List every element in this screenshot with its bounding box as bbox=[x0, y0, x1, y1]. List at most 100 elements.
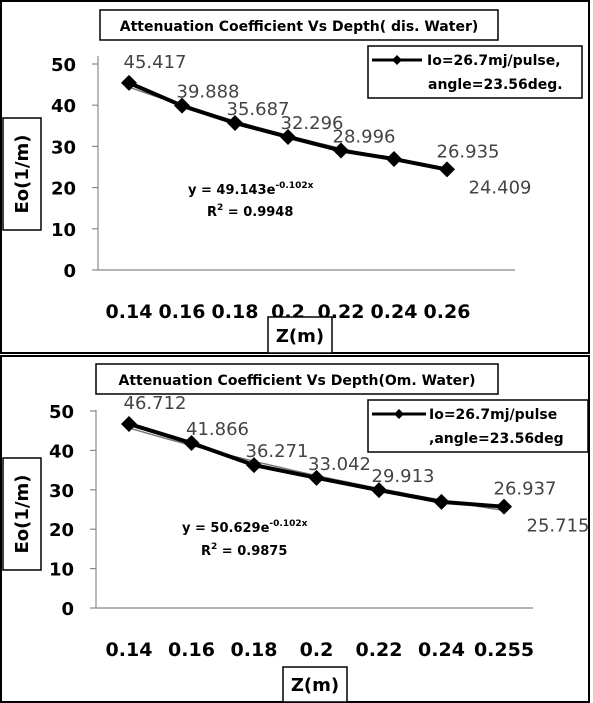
chart-top-y-tick-label: 40 bbox=[51, 96, 76, 117]
chart-bottom-x-tick-label: 0.14 bbox=[106, 639, 153, 661]
chart-bottom-y-axis-title: Eo(1/m) bbox=[12, 475, 33, 554]
chart-bottom-data-label: 25.715 bbox=[527, 516, 590, 537]
chart-top-x-tick-label: 0.16 bbox=[159, 301, 206, 323]
chart-top-data-label: 28.996 bbox=[333, 127, 396, 148]
chart-top-y-tick-label: 30 bbox=[51, 137, 76, 158]
chart-bottom-x-ticks: 0.14 0.16 0.18 0.2 0.22 0.24 0.255 bbox=[106, 639, 535, 661]
chart-top-y-tick-label: 20 bbox=[51, 179, 76, 200]
chart-bottom-data-label: 36.271 bbox=[246, 441, 309, 462]
chart-bottom: Attenuation Coefficient Vs Depth(Om. Wat… bbox=[0, 355, 590, 703]
chart-bottom-data-label: 33.042 bbox=[308, 454, 371, 475]
chart-top-legend-box bbox=[367, 45, 583, 99]
chart-bottom-legend-marker bbox=[394, 409, 404, 419]
chart-bottom-data-point bbox=[433, 493, 450, 510]
chart-top-data-point bbox=[121, 74, 137, 91]
chart-bottom-y-tick-label: 30 bbox=[49, 481, 74, 502]
chart-top-legend: Io=26.7mj/pulse, angle=23.56deg. bbox=[367, 45, 583, 99]
chart-top-data-point bbox=[280, 128, 296, 145]
chart-top-x-tick-label: 0.18 bbox=[212, 301, 259, 323]
chart-bottom-data-point bbox=[121, 415, 137, 432]
chart-bottom-x-tick-label: 0.255 bbox=[474, 639, 534, 661]
chart-bottom-legend: Io=26.7mj/pulse ,angle=23.56deg bbox=[367, 399, 589, 453]
chart-bottom-legend-box bbox=[367, 399, 589, 453]
chart-top-equation-base: y = 49.143e bbox=[188, 183, 276, 198]
chart-bottom-data-label: 26.937 bbox=[494, 479, 557, 500]
chart-bottom-r2-sup: 2 bbox=[211, 542, 217, 552]
chart-top-r2-value: = 0.9948 bbox=[223, 205, 293, 220]
chart-bottom-title-box bbox=[95, 363, 499, 395]
chart-bottom-x-tick-label: 0.18 bbox=[231, 639, 278, 661]
svg-text:y = 50.629e-0.102x: y = 50.629e-0.102x bbox=[182, 519, 308, 536]
chart-top-data-label: 45.417 bbox=[124, 52, 187, 73]
chart-top-y-tick-label: 10 bbox=[51, 220, 76, 241]
chart-top-data-point bbox=[439, 161, 455, 178]
chart-top-legend-line-1: Io=26.7mj/pulse, bbox=[427, 53, 561, 69]
chart-top-x-ticks: 0.14 0.16 0.18 0.2 0.22 0.24 0.26 bbox=[106, 301, 471, 323]
chart-bottom-equation-base: y = 50.629e bbox=[182, 521, 270, 536]
chart-top-r2-sup: 2 bbox=[217, 203, 223, 213]
chart-top-x-tick-label: 0.14 bbox=[106, 301, 153, 323]
chart-bottom-x-axis-title: Z(m) bbox=[291, 675, 339, 696]
chart-bottom-y-ticks: 0 10 20 30 40 50 bbox=[49, 402, 96, 620]
chart-bottom-x-tick-label: 0.2 bbox=[300, 639, 334, 661]
chart-bottom-data-point bbox=[308, 469, 325, 486]
chart-bottom-y-tick-label: 10 bbox=[49, 560, 74, 581]
chart-bottom-r2-value: = 0.9875 bbox=[217, 544, 287, 559]
chart-top-x-tick-label: 0.26 bbox=[424, 301, 471, 323]
chart-top-data-label: 35.687 bbox=[227, 99, 290, 120]
chart-bottom-legend-line-2: ,angle=23.56deg bbox=[429, 431, 564, 447]
chart-top-equation: y = 49.143e-0.102x R2 = 0.9948 bbox=[188, 181, 314, 220]
chart-bottom-y-tick-label: 20 bbox=[49, 520, 74, 541]
chart-top-data-label: 32.296 bbox=[281, 113, 344, 134]
chart-bottom-data-point bbox=[246, 457, 262, 474]
chart-top-data-point bbox=[174, 97, 190, 114]
chart-top-series-group bbox=[121, 74, 455, 178]
svg-text:y = 49.143e-0.102x: y = 49.143e-0.102x bbox=[188, 181, 314, 198]
chart-bottom-x-tick-label: 0.24 bbox=[418, 639, 465, 661]
chart-top-data-label: 24.409 bbox=[469, 177, 532, 198]
chart-bottom-data-point bbox=[183, 435, 200, 452]
chart-top-legend-marker bbox=[392, 55, 402, 65]
chart-top-r2-prefix: R bbox=[207, 205, 217, 220]
chart-bottom-equation-exponent: -0.102x bbox=[269, 519, 307, 529]
svg-text:R2 = 0.9875: R2 = 0.9875 bbox=[201, 542, 287, 559]
chart-top-y-tick-label: 50 bbox=[51, 55, 76, 76]
chart-bottom-data-label: 29.913 bbox=[372, 466, 435, 487]
chart-top-y-tick-label: 0 bbox=[63, 261, 76, 282]
chart-bottom-series-group bbox=[121, 415, 512, 515]
chart-top-data-label: 39.888 bbox=[177, 82, 240, 103]
chart-top-data-point bbox=[333, 142, 349, 159]
chart-bottom-data-point bbox=[371, 482, 387, 499]
chart-bottom-data-label: 46.712 bbox=[124, 393, 187, 414]
chart-top-title: Attenuation Coefficient Vs Depth( dis. W… bbox=[120, 19, 479, 35]
chart-top: Attenuation Coefficient Vs Depth( dis. W… bbox=[0, 0, 590, 354]
chart-top-y-ticks: 0 10 20 30 40 50 bbox=[51, 55, 98, 282]
chart-bottom-y-title-box bbox=[2, 457, 42, 571]
chart-top-legend-line-2: angle=23.56deg. bbox=[428, 77, 563, 93]
chart-bottom-equation: y = 50.629e-0.102x R2 = 0.9875 bbox=[182, 519, 308, 559]
chart-top-x-axis-title: Z(m) bbox=[276, 326, 324, 347]
chart-top-title-box bbox=[99, 9, 499, 41]
chart-top-y-title-box bbox=[2, 117, 42, 231]
chart-bottom-legend-line-1: Io=26.7mj/pulse bbox=[429, 407, 557, 423]
chart-top-data-point bbox=[386, 151, 402, 168]
svg-text:R2 = 0.9948: R2 = 0.9948 bbox=[207, 203, 293, 220]
chart-top-data-label: 26.935 bbox=[437, 141, 500, 162]
chart-top-y-axis-title: Eo(1/m) bbox=[12, 135, 33, 214]
chart-bottom-data-point bbox=[496, 498, 512, 515]
chart-bottom-data-label: 41.866 bbox=[186, 419, 249, 440]
chart-top-x-title-box bbox=[267, 316, 333, 354]
chart-bottom-y-tick-label: 40 bbox=[49, 441, 74, 462]
chart-bottom-y-tick-label: 50 bbox=[49, 402, 74, 423]
chart-top-equation-exponent: -0.102x bbox=[275, 181, 313, 191]
chart-top-data-point bbox=[227, 114, 243, 131]
chart-bottom-title: Attenuation Coefficient Vs Depth(Om. Wat… bbox=[119, 373, 476, 389]
chart-bottom-x-tick-label: 0.16 bbox=[168, 639, 215, 661]
chart-bottom-y-tick-label: 0 bbox=[61, 599, 74, 620]
chart-bottom-x-tick-label: 0.22 bbox=[356, 639, 403, 661]
chart-top-x-tick-label: 0.24 bbox=[371, 301, 418, 323]
chart-bottom-x-title-box bbox=[282, 666, 348, 703]
